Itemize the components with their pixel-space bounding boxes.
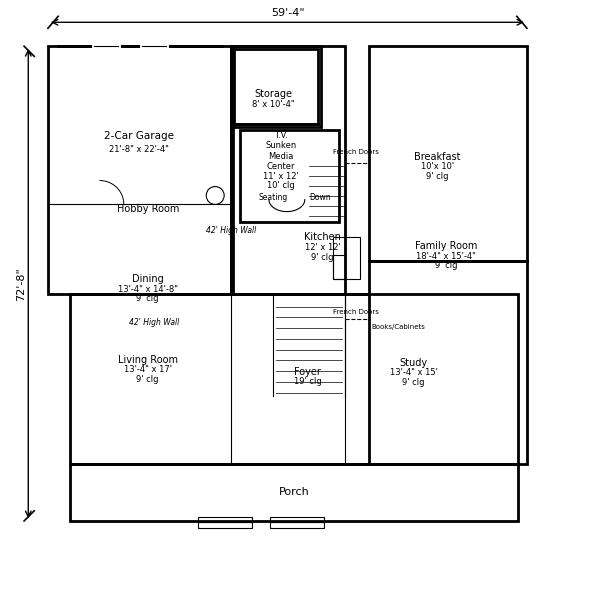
Text: 21'-8" x 22'-4": 21'-8" x 22'-4" (109, 145, 169, 154)
Text: Kitchen: Kitchen (304, 232, 341, 242)
Text: 10'x 10': 10'x 10' (421, 163, 454, 172)
Text: 9' clg: 9' clg (402, 378, 425, 387)
Bar (70, 294, 518, 464)
Text: 42' High Wall: 42' High Wall (206, 226, 256, 235)
Text: 19' clg: 19' clg (294, 377, 322, 386)
Bar (368, 261, 527, 464)
Text: 9' clg: 9' clg (136, 295, 159, 304)
Text: Books/Cabinets: Books/Cabinets (371, 324, 425, 330)
Text: Study: Study (400, 358, 428, 368)
Text: 9' clg: 9' clg (435, 262, 458, 271)
Text: Center: Center (266, 162, 295, 171)
Text: Dining: Dining (132, 274, 164, 284)
Text: 9' clg: 9' clg (426, 172, 449, 181)
Text: 13'-4" x 15': 13'-4" x 15' (389, 368, 437, 377)
Bar (199, 517, 252, 522)
Text: French Doors: French Doors (332, 149, 379, 155)
Bar (232, 46, 345, 294)
Text: 9' clg: 9' clg (136, 375, 159, 384)
Text: Media: Media (268, 152, 293, 161)
Text: Foyer: Foyer (295, 367, 321, 377)
Text: Storage: Storage (254, 89, 292, 99)
Text: T.V.: T.V. (274, 131, 288, 140)
Text: 10' clg: 10' clg (267, 181, 295, 190)
Bar (199, 522, 252, 528)
Text: 59'-4": 59'-4" (271, 8, 305, 18)
Text: 13'-4" x 17': 13'-4" x 17' (124, 365, 172, 374)
Bar (240, 130, 339, 223)
Bar (270, 517, 324, 522)
Bar (232, 46, 321, 127)
Text: 11' x 12': 11' x 12' (263, 172, 299, 181)
Text: Breakfast: Breakfast (414, 152, 461, 161)
Bar (235, 49, 318, 124)
Text: Porch: Porch (278, 487, 310, 497)
Bar (48, 46, 233, 294)
Text: 9' clg: 9' clg (311, 253, 334, 262)
Text: 2-Car Garage: 2-Car Garage (104, 131, 174, 141)
Text: 12' x 12': 12' x 12' (305, 243, 341, 252)
Text: French Doors: French Doors (332, 309, 379, 315)
Bar (270, 522, 324, 528)
Text: 8' x 10'-4": 8' x 10'-4" (252, 100, 295, 109)
Text: 18'-4" x 15'-4": 18'-4" x 15'-4" (416, 252, 476, 261)
Text: Living Room: Living Room (118, 355, 178, 365)
Text: Hobby Room: Hobby Room (116, 204, 179, 214)
Text: Family Room: Family Room (415, 241, 478, 251)
Text: 42' High Wall: 42' High Wall (128, 317, 179, 326)
Bar (333, 237, 360, 279)
Bar (70, 464, 518, 521)
Text: 72'-8": 72'-8" (16, 267, 26, 301)
Bar (368, 46, 527, 261)
Text: Sunken: Sunken (265, 142, 296, 151)
Bar (333, 255, 345, 279)
Text: Seating: Seating (259, 193, 288, 202)
Text: 13'-4" x 14'-8": 13'-4" x 14'-8" (118, 285, 178, 294)
Text: Down: Down (309, 193, 331, 202)
